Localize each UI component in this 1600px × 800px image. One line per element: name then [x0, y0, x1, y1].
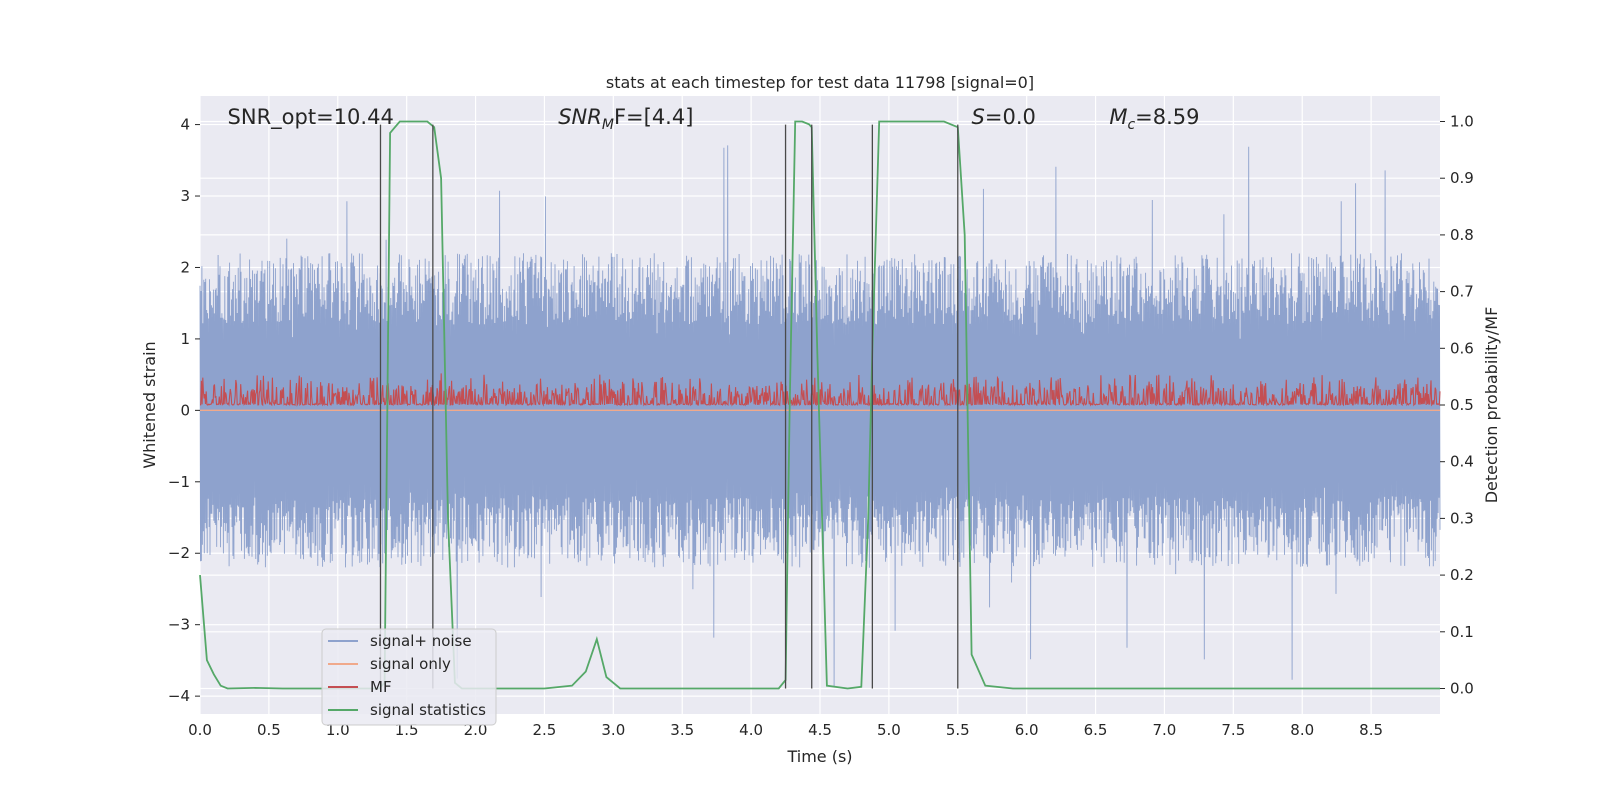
x-tick-label: 3.5 [670, 721, 694, 739]
y-tick-label: −1 [168, 473, 190, 491]
y2-tick-label: 0.6 [1450, 339, 1474, 357]
legend-label: MF [370, 678, 392, 696]
x-tick-label: 4.5 [808, 721, 832, 739]
x-tick-label: 2.5 [533, 721, 557, 739]
legend-box [321, 628, 497, 726]
y2-tick-label: 0.0 [1450, 679, 1474, 697]
y2-tick-label: 0.8 [1450, 226, 1474, 244]
tick-labels: 0.0 0.5 1.0 1.5 2.0 2.5 3.0 3.5 4.0 4.5 5.0 5.5 6.0 6… [168, 113, 1474, 739]
legend-label: signal statistics [370, 701, 486, 719]
annotation: SNR_opt=10.44 [228, 105, 394, 130]
y2-tick-label: 1.0 [1450, 113, 1474, 131]
series-mf [200, 373, 1441, 407]
y-tick-label: 1 [180, 330, 190, 348]
y-tick-label: 4 [180, 116, 190, 134]
y-tick-label: −3 [168, 616, 190, 634]
x-tick-label: 7.0 [1153, 721, 1177, 739]
x-tick-label: 8.5 [1359, 721, 1383, 739]
series-layer [199, 120, 1441, 690]
chart-title: stats at each timestep for test data 117… [606, 73, 1034, 92]
x-tick-label: 8.0 [1290, 721, 1314, 739]
y2-tick-label: 0.7 [1450, 283, 1474, 301]
y-tick-label: −4 [168, 687, 190, 705]
x-tick-label: 7.5 [1221, 721, 1245, 739]
annotation: S=0.0 [972, 105, 1036, 129]
y-tick-label: 3 [180, 187, 190, 205]
legend: signal+ noise signal only MF signal statist… [321, 628, 497, 726]
y-tick-label: 2 [180, 258, 190, 276]
annotation: SNRMF=[4.4] [558, 105, 693, 133]
x-tick-label: 5.0 [877, 721, 901, 739]
y2-tick-label: 0.1 [1450, 623, 1474, 641]
y-tick-label: 0 [180, 401, 190, 419]
y2-tick-label: 0.4 [1450, 453, 1474, 471]
x-tick-label: 0.0 [188, 721, 212, 739]
y2-tick-label: 0.9 [1450, 169, 1474, 187]
y2-tick-label: 0.5 [1450, 396, 1474, 414]
y2-axis-label: Detection probability/MF [1482, 307, 1501, 504]
x-tick-label: 6.0 [1015, 721, 1039, 739]
y-axis-label: Whitened strain [140, 341, 159, 468]
y2-tick-label: 0.3 [1450, 509, 1474, 527]
legend-label: signal+ noise [370, 632, 472, 650]
x-tick-label: 5.5 [946, 721, 970, 739]
x-tick-label: 4.0 [739, 721, 763, 739]
y2-tick-label: 0.2 [1450, 566, 1474, 584]
x-tick-label: 3.0 [601, 721, 625, 739]
annotation: Mc=8.59 [1109, 105, 1199, 133]
legend-label: signal only [370, 655, 451, 673]
vertical-markers [379, 124, 959, 689]
y-tick-label: −2 [168, 544, 190, 562]
x-axis-label: Time (s) [786, 747, 852, 766]
x-tick-label: 0.5 [257, 721, 281, 739]
x-tick-label: 6.5 [1084, 721, 1108, 739]
annotations: SNR_opt=10.44 SNRMF=[4.4] S=0.0 Mc=8.59 [228, 105, 1200, 133]
